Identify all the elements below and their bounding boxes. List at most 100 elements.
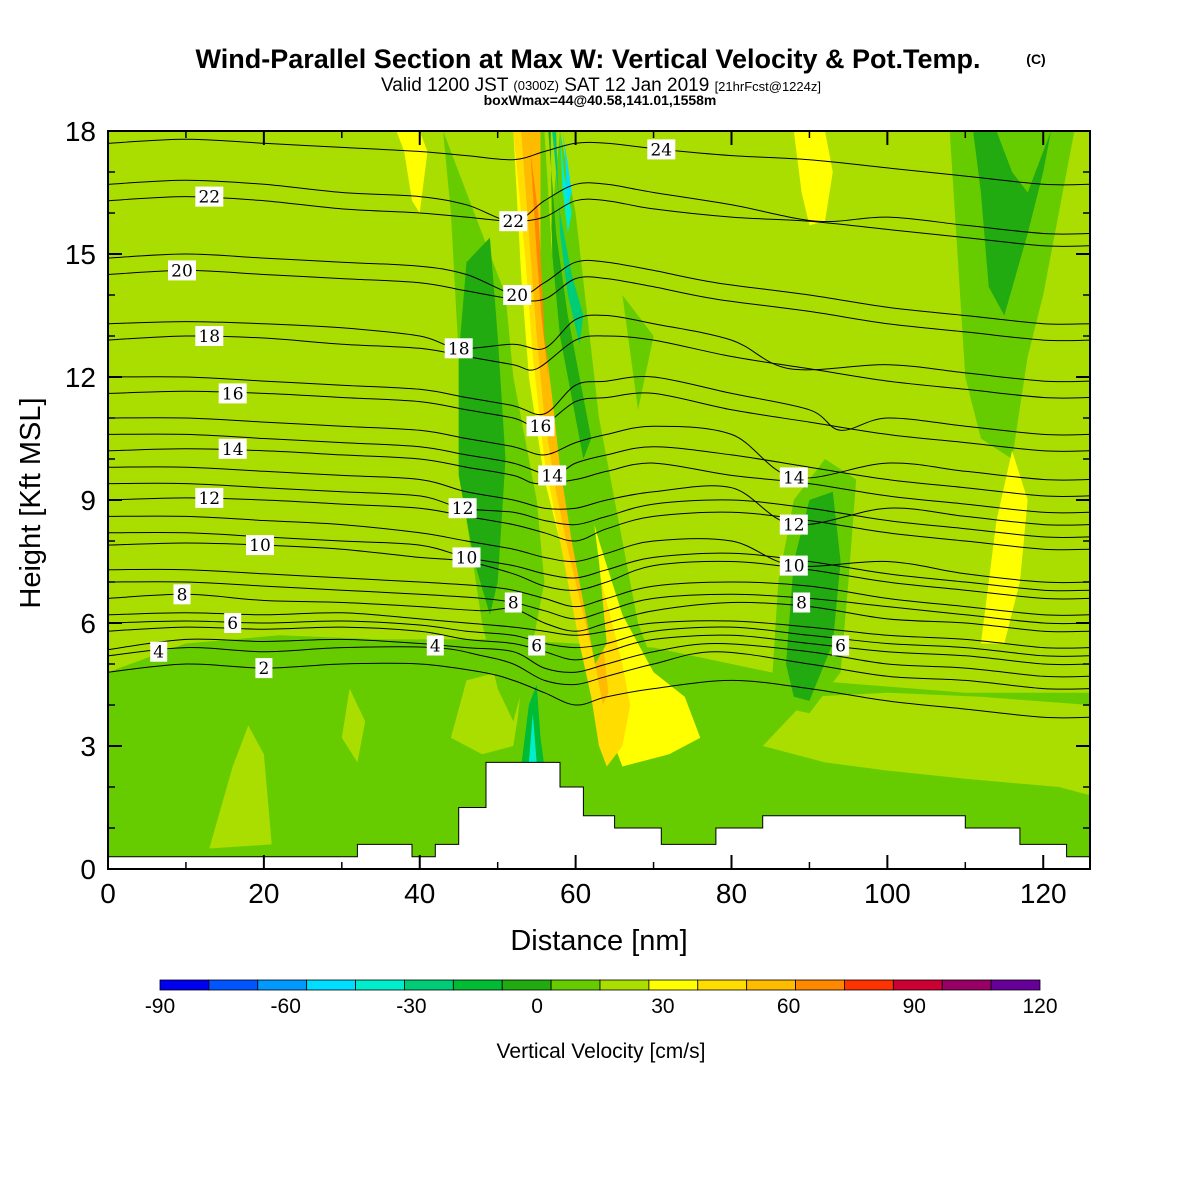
velocity-region-20 [996,131,1051,193]
theta-contour-label-bg [499,211,528,232]
colorbar-label: -90 [145,995,175,1018]
theta-contour-25 [108,179,1090,235]
colorbar-swatch [746,979,796,991]
theta-contour-label-bg [246,535,274,556]
velocity-region-2 [108,151,420,418]
colorbar-label: -30 [396,995,426,1018]
theta-contour-10 [108,531,1090,592]
theta-contour-2 [108,638,1090,678]
theta-contour-23 [108,253,1090,325]
theta-contour-label-bg [426,635,444,656]
theta-contour-label: 2 [258,659,269,679]
theta-contour-label-bg [195,326,224,346]
theta-contour-0 [108,662,1090,719]
subtitle-valid-prefix: Valid 1200 JST [381,75,509,96]
y-tick-label: 0 [80,854,96,885]
colorbar-swatch [795,979,845,991]
theta-contour-label-bg [793,592,811,613]
theta-contour-label: 16 [530,417,552,437]
theta-contour-21 [108,314,1090,383]
colorbar-swatch [599,979,650,991]
theta-contour-label-bg [168,260,196,281]
theta-contour-label-bg [195,487,224,508]
theta-contour-12 [108,497,1090,551]
velocity-region-36 [528,713,537,763]
theta-contour-20 [108,335,1090,399]
theta-contour-14 [108,466,1090,526]
colorbar-swatch [306,979,356,991]
theta-contour-label-bg [526,416,555,437]
chart-subtitle: Valid 1200 JST (0300Z) SAT 12 Jan 2019 [… [381,74,821,96]
colorbar-label: 60 [777,995,800,1018]
velocity-region-18 [949,131,1075,459]
velocity-region-31 [552,131,584,345]
theta-contour-label: 4 [153,643,164,663]
theta-contour-label: 8 [508,594,519,614]
theta-contour-label-bg [173,584,191,605]
x-tick-label: 120 [1020,878,1067,909]
subtitle-valid-utc: (0300Z) [513,78,559,93]
colorbar-label: 0 [531,995,543,1018]
terrain-layer [108,761,1090,869]
colorbar-swatch [892,979,943,991]
velocity-region-5 [762,692,1090,796]
theta-contour-label: 22 [198,188,220,208]
velocity-region-13 [458,237,506,615]
chart-title: Wind-Parallel Section at Max W: Vertical… [196,44,981,74]
theta-contour-label: 10 [783,557,805,577]
velocity-region-4 [108,446,342,632]
colorbar-title: Vertical Velocity [cm/s] [497,1040,706,1063]
chart-box-info: boxWmax=44@40.58,141.01,1558m [484,92,717,108]
theta-contour-label-bg [538,465,567,486]
velocity-region-30 [548,131,592,459]
colorbar-swatch [648,979,699,991]
x-tick-label: 0 [100,878,116,909]
theta-contour-label-bg [218,438,247,459]
theta-contour-label-bg [444,338,473,359]
terrain-outline [108,761,1090,858]
subtitle-valid-date: SAT 12 Jan 2019 [564,75,709,96]
theta-contour-label: 16 [222,384,244,404]
theta-contour-18 [108,390,1090,452]
theta-contour-11 [108,515,1090,584]
x-tick-label: 40 [404,878,435,909]
theta-contour-label: 22 [502,212,524,232]
theta-contour-5 [108,612,1090,649]
theta-contour-label-bg [504,592,522,613]
theta-contour-label-bg [150,641,168,662]
theta-contour-label: 20 [506,286,528,306]
theta-contour-22 [108,269,1090,342]
theta-contour-label-bg [832,635,850,656]
theta-contour-label-bg [218,383,247,404]
colorbar-swatch [990,979,1041,991]
theta-contour-label-bg [255,658,273,679]
theta-contour-3 [108,626,1090,666]
theta-contour-label: 18 [448,339,470,359]
colorbar-label: -60 [271,995,301,1018]
theta-contour-label: 6 [531,637,542,657]
plot-area [108,131,1090,869]
velocity-region-8 [341,688,366,763]
x-axis-title: Distance [nm] [510,925,687,957]
theta-contour-label-bg [224,613,242,633]
theta-contour-label-bg [448,498,477,519]
colorbar-swatch [844,979,894,991]
theta-contour-label: 10 [456,548,478,568]
velocity-region-32 [560,131,572,234]
colorbar-swatch [355,979,405,991]
colorbar-swatch [501,979,552,991]
velocity-region-17 [786,491,841,701]
theta-contour-label-bg [452,547,481,568]
theta-contour-6 [108,593,1090,633]
theta-contour-label: 20 [171,261,193,281]
theta-contour-label: 12 [198,489,220,509]
theta-contour-label: 6 [227,614,238,634]
colorbar-swatch [208,979,259,991]
theta-contour-13 [108,482,1090,539]
y-axis: 0 3 6 9 12 15 18 [65,116,1090,885]
theta-contour-8 [108,568,1090,616]
velocity-region-7 [209,725,272,849]
theta-contour-label: 8 [796,594,807,614]
theta-contour-label-bg [195,186,224,207]
